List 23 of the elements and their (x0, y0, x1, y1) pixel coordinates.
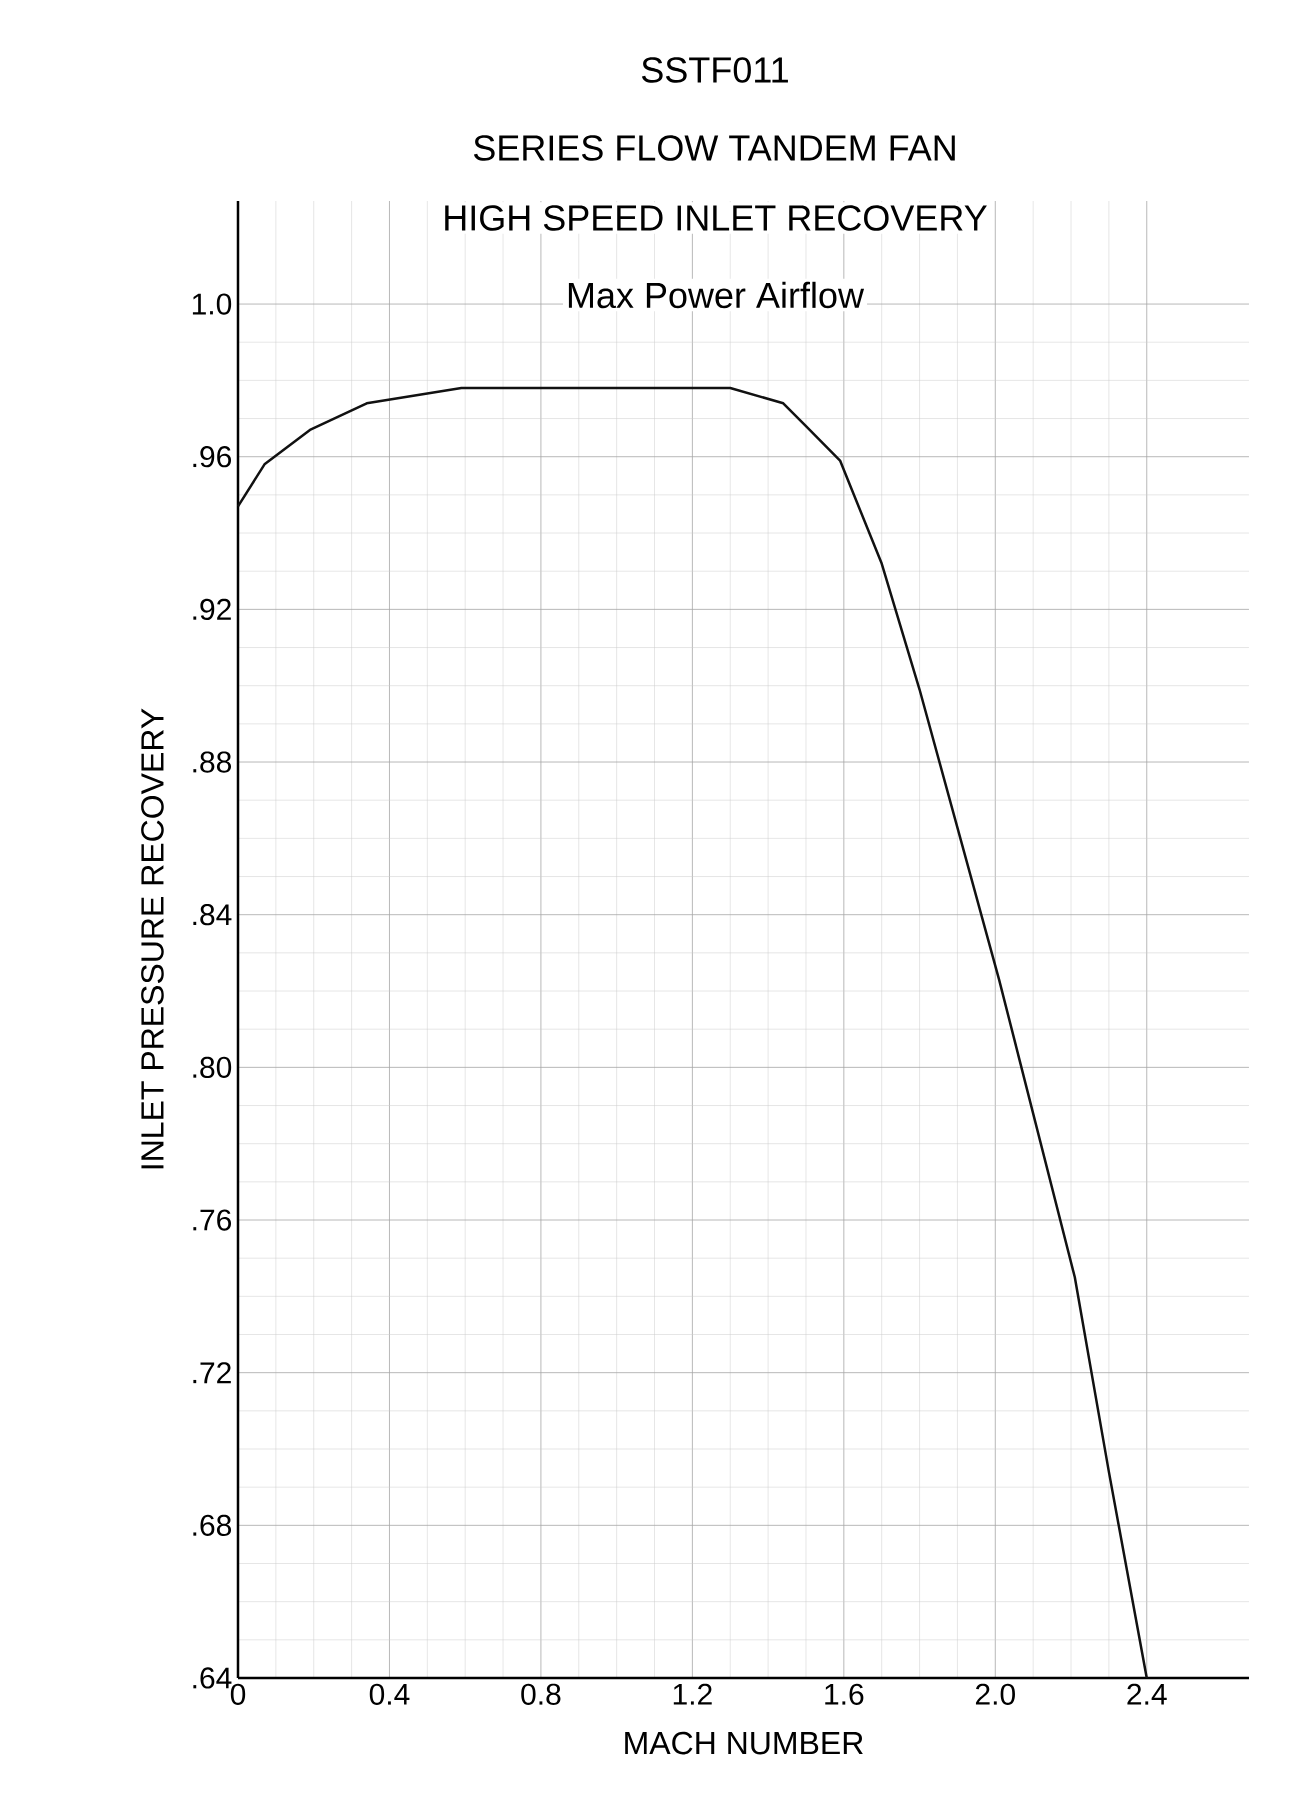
y-tick-label: .88 (193, 751, 232, 773)
x-tick-label: 1.2 (673, 1683, 712, 1705)
y-tick-label: .72 (193, 1362, 231, 1384)
y-tick-label: .80 (193, 1056, 232, 1078)
y-tick-label: .84 (193, 904, 232, 926)
annotation: Max Power Airflow (568, 281, 865, 309)
x-tick-label: 2.0 (975, 1683, 1015, 1705)
y-tick-label: .68 (193, 1514, 232, 1536)
chart-subtitle: SERIES FLOW TANDEM FAN (473, 135, 955, 161)
y-tick-label: .76 (193, 1209, 232, 1231)
x-tick-label: 0.4 (369, 1683, 410, 1705)
y-axis-title: INLET PRESSURE RECOVERY (141, 708, 164, 1169)
annotation: HIGH SPEED INLET RECOVERY (445, 205, 987, 231)
x-tick-label: 1.6 (825, 1683, 864, 1705)
y-tick-label: .64 (193, 1667, 232, 1689)
x-tick-label: 0 (230, 1683, 246, 1705)
x-tick-label: 2.4 (1127, 1683, 1167, 1705)
y-tick-label: 1.0 (192, 293, 232, 315)
y-tick-label: .96 (193, 446, 232, 468)
x-tick-label: 0.8 (521, 1683, 561, 1705)
chart-title: SSTF011 (641, 57, 788, 83)
x-axis-title: MACH NUMBER (625, 1731, 863, 1755)
y-tick-label: .92 (193, 598, 231, 620)
